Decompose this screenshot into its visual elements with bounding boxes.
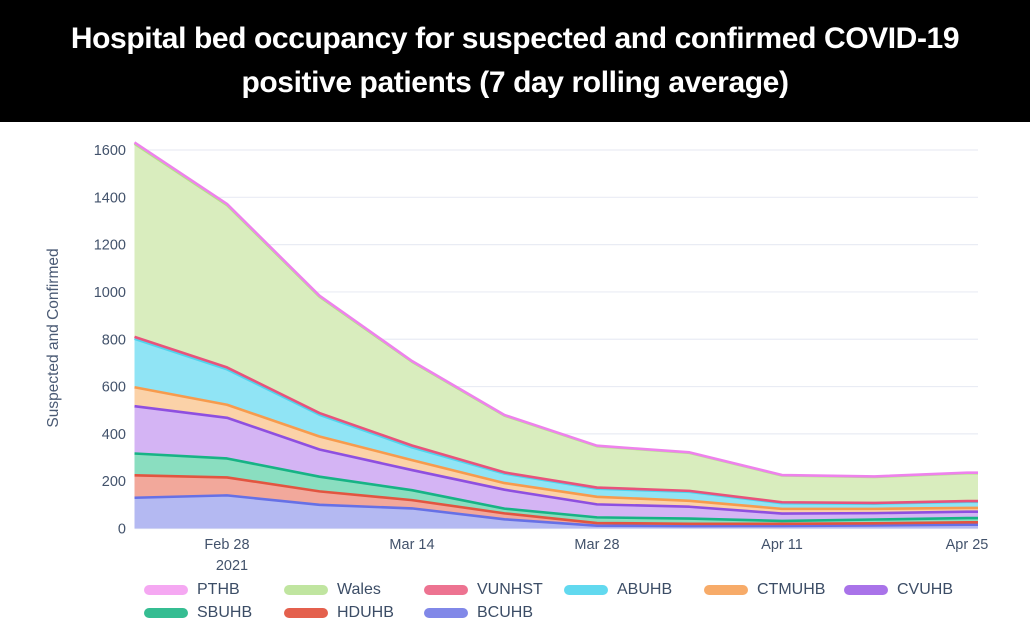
line-hduhb	[134, 473, 978, 526]
legend-item-sbuhb[interactable]: SBUHB	[144, 604, 252, 622]
y-tick-1600: 1600	[94, 143, 126, 159]
plot-area[interactable]	[135, 144, 979, 529]
legend-item-wales[interactable]: Wales	[284, 581, 381, 599]
page-title-line1: Hospital bed occupancy for suspected and…	[70, 22, 960, 55]
legend-swatch-icon-ctmuhb	[704, 585, 748, 595]
area-wales	[134, 143, 978, 503]
line-ctmuhb	[134, 385, 978, 511]
line-cvuhb	[134, 404, 978, 515]
legend-label-cvuhb: CVUHB	[897, 581, 954, 598]
legend-label-abuhb: ABUHB	[617, 581, 673, 598]
x-tick-apr-25: Apr 25	[946, 537, 989, 553]
legend-swatch-icon-abuhb	[564, 585, 608, 595]
legend-label-sbuhb: SBUHB	[197, 604, 253, 621]
y-tick-1400: 1400	[94, 190, 126, 206]
line-vunhst	[134, 335, 978, 505]
y-tick-400: 400	[102, 427, 126, 443]
legend-label-hduhb: HDUHB	[337, 604, 394, 621]
legend-label-pthb: PTHB	[197, 581, 240, 598]
legend-swatch-icon-hduhb	[284, 608, 328, 618]
line-pthb	[133, 141, 978, 478]
chart-area: Suspected and Confirmed 0 200 400 600 800 100…	[0, 122, 1030, 624]
x-tick-labels: Feb 28 2021 Mar 14 Mar 28 Apr 11 Apr 25	[204, 537, 988, 574]
x-tick-mar-28: Mar 28	[574, 537, 619, 553]
y-axis-title: Suspected and Confirmed	[45, 248, 62, 427]
y-tick-800: 800	[102, 332, 126, 348]
legend-item-vunhst[interactable]: VUNHST	[424, 581, 543, 599]
y-tick-600: 600	[102, 380, 126, 396]
legend-label-bcuhb: BCUHB	[477, 604, 534, 621]
chart-title-banner: Hospital bed occupancy for suspected and…	[0, 0, 1030, 122]
legend-label-ctmuhb: CTMUHB	[757, 581, 826, 598]
y-tick-1200: 1200	[94, 238, 126, 254]
area-hduhb	[134, 475, 978, 527]
y-tick-1000: 1000	[94, 285, 126, 301]
legend-swatch-icon-wales	[284, 585, 328, 595]
legend-item-pthb[interactable]: PTHB	[144, 581, 240, 599]
legend-swatch-icon-sbuhb	[144, 608, 188, 618]
legend-swatch-icon-vunhst	[424, 585, 468, 595]
x-tick-mar-14: Mar 14	[389, 537, 434, 553]
area-bcuhb	[134, 495, 978, 529]
page-title-line2: positive patients (7 day rolling average…	[241, 66, 789, 99]
legend-swatch-icon-bcuhb	[424, 608, 468, 618]
series-layer	[133, 141, 978, 529]
legend-item-cvuhb[interactable]: CVUHB	[844, 581, 953, 599]
legend-label-wales: Wales	[337, 581, 381, 598]
legend-swatch-icon-pthb	[144, 585, 188, 595]
stacked-area-chart: Suspected and Confirmed 0 200 400 600 800 100…	[45, 141, 988, 574]
y-tick-0: 0	[118, 522, 126, 538]
x-tick-apr-11: Apr 11	[761, 537, 803, 553]
legend-swatch-icon-cvuhb	[844, 585, 888, 595]
x-tick-feb-28: Feb 28	[204, 537, 249, 553]
legend-item-abuhb[interactable]: ABUHB	[564, 581, 672, 599]
line-bcuhb	[134, 494, 978, 528]
legend-item-bcuhb[interactable]: BCUHB	[424, 604, 533, 622]
y-tick-labels: 0 200 400 600 800 1000 1200 1400 1600	[94, 143, 126, 538]
legend-item-hduhb[interactable]: HDUHB	[284, 604, 394, 622]
area-abuhb	[134, 338, 978, 509]
y-tick-200: 200	[102, 474, 126, 490]
x-tick-sublabel: 2021	[216, 558, 248, 574]
line-sbuhb	[134, 452, 978, 523]
legend-label-vunhst: VUNHST	[477, 581, 543, 598]
legend-item-ctmuhb[interactable]: CTMUHB	[704, 581, 825, 599]
